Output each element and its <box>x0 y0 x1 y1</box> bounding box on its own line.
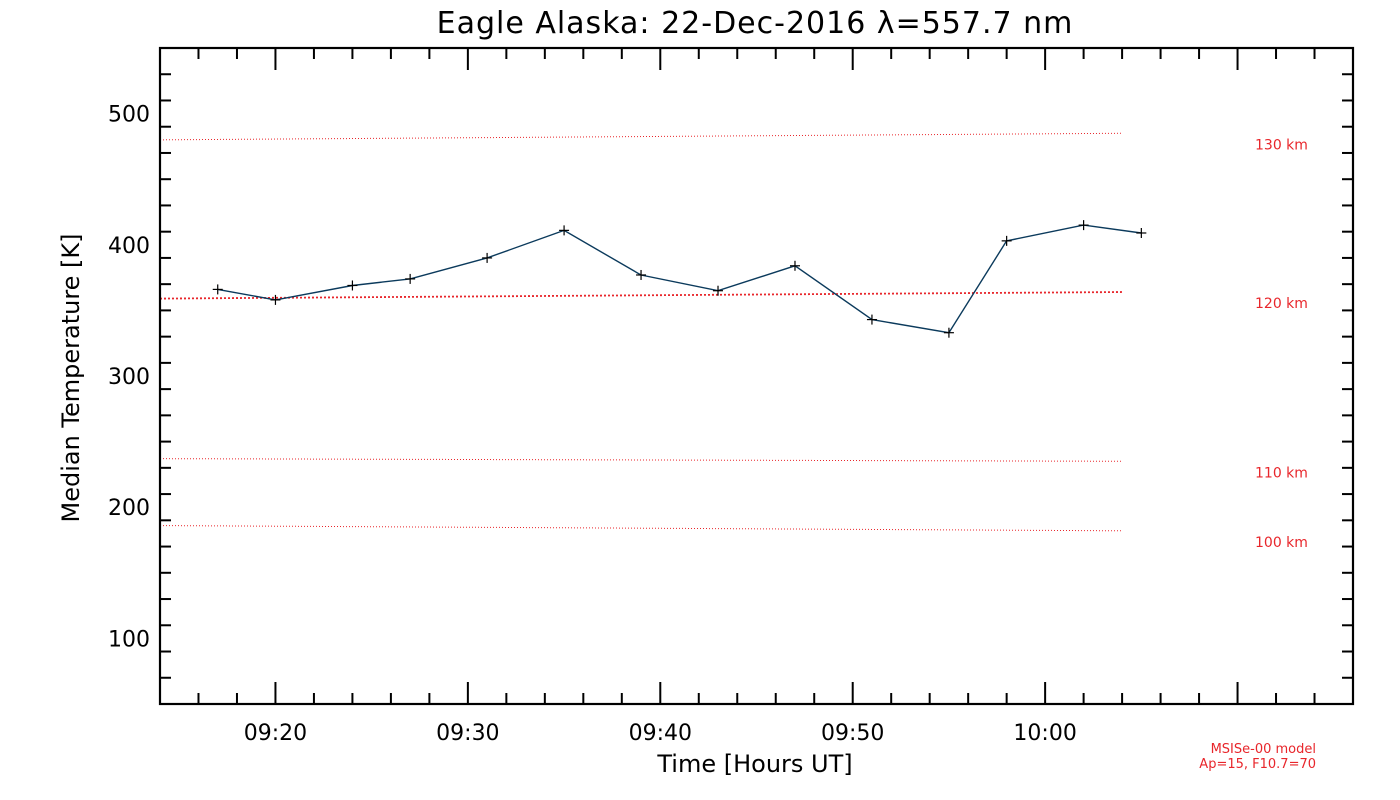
data-point <box>1136 227 1147 238</box>
reference-line-120-km <box>159 291 1123 300</box>
x-tick-label: 09:20 <box>244 721 307 746</box>
y-tick-label: 200 <box>108 496 150 521</box>
x-axis-label: Time [Hours UT] <box>656 750 852 778</box>
reference-line-130-km <box>159 132 1123 141</box>
y-tick-label: 100 <box>108 627 150 652</box>
y-tick-label: 500 <box>108 103 150 128</box>
reference-label-120-km: 120 km <box>1255 296 1308 312</box>
chart-title: Eagle Alaska: 22-Dec-2016 λ=557.7 nm <box>437 6 1074 41</box>
data-point <box>943 327 954 338</box>
data-point <box>482 252 493 263</box>
plot-frame <box>158 46 1355 706</box>
data-point <box>1078 220 1089 231</box>
reference-line-labels: 130 km 120 km 110 km 100 km <box>1255 137 1308 551</box>
data-point <box>270 294 281 305</box>
data-point <box>866 314 877 325</box>
model-note-line-2: Ap=15, F10.7=70 <box>1199 757 1316 772</box>
x-tick-labels: 09:20 09:30 09:40 09:50 10:00 <box>244 721 1077 746</box>
data-point <box>713 285 724 296</box>
y-tick-labels: 100 200 300 400 500 <box>108 103 150 653</box>
reference-label-130-km: 130 km <box>1255 137 1308 153</box>
y-tick-label: 400 <box>108 234 150 259</box>
model-note-line-1: MSISe-00 model <box>1211 742 1316 757</box>
x-tick-label: 10:00 <box>1013 721 1076 746</box>
series-line <box>217 224 1142 334</box>
data-point <box>636 269 647 280</box>
reference-line-100-km <box>159 525 1123 532</box>
axis-ticks <box>159 47 1354 705</box>
data-point <box>212 284 223 295</box>
x-tick-label: 09:40 <box>629 721 692 746</box>
y-axis-label: Median Temperature [K] <box>57 233 85 522</box>
y-tick-label: 300 <box>108 365 150 390</box>
data-point <box>1001 235 1012 246</box>
data-point <box>347 280 358 291</box>
data-point <box>405 273 416 284</box>
reference-label-100-km: 100 km <box>1255 535 1308 551</box>
reference-lines <box>159 132 1123 532</box>
series-layer <box>212 220 1147 338</box>
x-tick-label: 09:50 <box>821 721 884 746</box>
x-tick-label: 09:30 <box>436 721 499 746</box>
data-point <box>559 225 570 236</box>
data-point <box>789 260 800 271</box>
reference-line-110-km <box>159 458 1123 462</box>
reference-label-110-km: 110 km <box>1255 465 1308 481</box>
